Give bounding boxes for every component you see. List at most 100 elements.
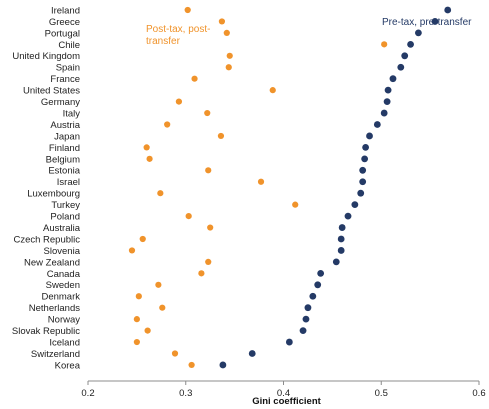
x-tick-label: 0.6 bbox=[472, 388, 485, 399]
pre-tax-point bbox=[383, 98, 391, 105]
post-tax-point bbox=[128, 247, 136, 254]
post-tax-point bbox=[159, 304, 166, 311]
category-label: Germany bbox=[41, 97, 80, 108]
pre-tax-point bbox=[299, 327, 307, 334]
pre-tax-point bbox=[384, 86, 392, 94]
post-tax-point bbox=[144, 327, 151, 334]
post-tax-point bbox=[133, 338, 140, 346]
pre-tax-point bbox=[362, 144, 370, 151]
x-tick-label: 0.3 bbox=[179, 388, 192, 399]
pre-tax-point bbox=[407, 40, 414, 48]
pre-tax-point bbox=[397, 63, 405, 71]
category-label: Turkey bbox=[51, 200, 80, 211]
pre-tax-point bbox=[431, 18, 439, 25]
category-label: United States bbox=[23, 86, 80, 97]
category-label: Ireland bbox=[51, 5, 80, 16]
category-label: Portugal bbox=[45, 28, 80, 39]
pre-tax-point bbox=[357, 189, 365, 197]
post-tax-point bbox=[218, 18, 226, 25]
post-tax-point bbox=[269, 87, 276, 94]
post-tax-point bbox=[226, 52, 233, 59]
category-label: Estonia bbox=[48, 166, 80, 177]
category-label: Norway bbox=[48, 315, 80, 326]
category-label: Italy bbox=[63, 108, 81, 119]
pre-tax-point bbox=[444, 6, 452, 14]
pre-tax-point bbox=[285, 338, 293, 346]
post-tax-point bbox=[191, 75, 198, 82]
category-label: Finland bbox=[49, 143, 80, 154]
category-label: Australia bbox=[43, 223, 81, 234]
category-label: Poland bbox=[50, 212, 80, 223]
post-tax-point bbox=[257, 178, 265, 185]
post-tax-point bbox=[157, 190, 164, 197]
category-label: Sweden bbox=[46, 280, 80, 291]
post-tax-point bbox=[204, 109, 211, 117]
pre-tax-point bbox=[344, 212, 352, 220]
pre-tax-point bbox=[314, 281, 322, 289]
category-label: United Kingdom bbox=[12, 51, 80, 62]
pre-tax-point bbox=[401, 52, 409, 60]
category-label: Greece bbox=[49, 17, 80, 28]
category-label: New Zealand bbox=[24, 257, 80, 268]
pre-tax-point bbox=[414, 29, 422, 37]
pre-tax-point bbox=[337, 235, 345, 243]
post-tax-point bbox=[146, 155, 153, 162]
category-label: Slovenia bbox=[44, 246, 81, 257]
post-tax-point bbox=[135, 293, 142, 300]
post-tax-point bbox=[185, 213, 192, 220]
post-tax-point bbox=[184, 6, 191, 14]
post-tax-point bbox=[223, 29, 230, 36]
category-label: Israel bbox=[57, 177, 80, 188]
pre-tax-point bbox=[337, 247, 345, 254]
pre-tax-point bbox=[361, 155, 369, 163]
pre-tax-point bbox=[248, 350, 256, 357]
post-tax-point bbox=[188, 361, 195, 369]
x-axis: 0.2 0.3 0.4 0.5 0.6 bbox=[81, 380, 486, 399]
post-tax-point bbox=[143, 144, 150, 151]
category-label: Switzerland bbox=[31, 349, 80, 360]
pre-tax-point bbox=[317, 269, 325, 277]
post-tax-point bbox=[225, 64, 232, 71]
post-tax-point bbox=[171, 350, 179, 357]
post-tax-point bbox=[217, 132, 225, 140]
pre-tax-point bbox=[302, 315, 310, 323]
pre-tax-point bbox=[373, 121, 381, 128]
x-tick-label: 0.2 bbox=[81, 388, 94, 399]
pre-tax-series-label: Pre-tax, pre-transfer bbox=[382, 17, 472, 28]
x-tick-label: 0.4 bbox=[277, 388, 290, 399]
category-label: France bbox=[50, 74, 80, 85]
post-tax-point bbox=[207, 224, 214, 231]
post-tax-point bbox=[205, 167, 212, 174]
category-label: Canada bbox=[47, 269, 81, 280]
series-labels: Post-tax, post-transfer Pre-tax, pre-tran… bbox=[146, 17, 472, 47]
category-label: Spain bbox=[56, 63, 80, 74]
category-label: Chile bbox=[58, 40, 80, 51]
pre-tax-point bbox=[389, 75, 397, 83]
x-axis-title: Gini coefficient bbox=[252, 396, 321, 407]
category-label: Austria bbox=[50, 120, 80, 131]
pre-tax-point bbox=[304, 304, 312, 312]
post-tax-point bbox=[164, 121, 171, 128]
category-label: Belgium bbox=[46, 154, 80, 165]
post-tax-point bbox=[205, 258, 212, 265]
pre-tax-point bbox=[359, 166, 367, 174]
post-tax-point bbox=[175, 98, 183, 105]
post-tax-point bbox=[133, 316, 140, 323]
post-tax-point bbox=[155, 281, 162, 288]
category-label: Iceland bbox=[49, 337, 80, 348]
x-axis-ticks: 0.2 0.3 0.4 0.5 0.6 bbox=[81, 381, 486, 399]
post-tax-point bbox=[381, 41, 388, 48]
pre-tax-point bbox=[219, 361, 227, 369]
category-label: Czech Republic bbox=[13, 234, 80, 245]
post-tax-point bbox=[139, 235, 146, 243]
category-label: Netherlands bbox=[29, 303, 80, 314]
post-tax-series-label: transfer bbox=[146, 36, 181, 47]
pre-tax-point bbox=[332, 258, 340, 266]
category-label: Luxembourg bbox=[27, 189, 80, 200]
pre-tax-point bbox=[366, 132, 373, 140]
post-tax-point bbox=[198, 270, 205, 277]
pre-tax-point bbox=[351, 201, 359, 209]
post-tax-point bbox=[292, 201, 299, 208]
